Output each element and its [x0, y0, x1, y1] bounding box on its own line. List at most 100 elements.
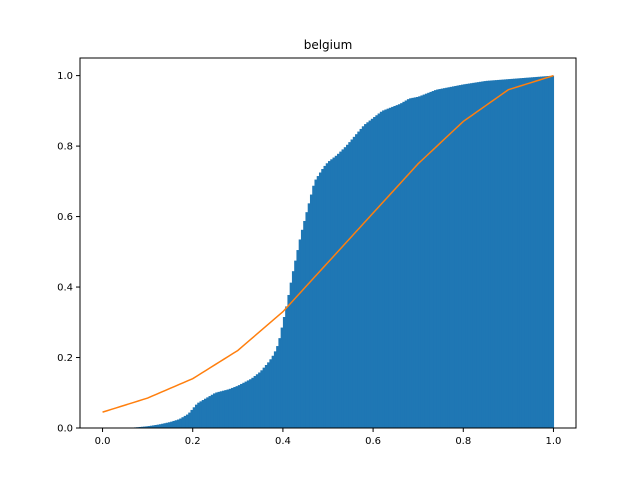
histogram-bar	[249, 379, 252, 428]
histogram-bar	[181, 417, 185, 428]
histogram-bar	[350, 139, 354, 429]
histogram-bar	[512, 78, 516, 428]
histogram-bar	[506, 79, 509, 428]
histogram-bar	[377, 113, 381, 428]
histogram-bar	[251, 377, 255, 428]
histogram-bar	[289, 282, 293, 428]
histogram-bar	[158, 424, 162, 428]
histogram-bar	[300, 229, 304, 428]
y-tick-label: 1.0	[57, 71, 73, 82]
histogram-bar	[222, 390, 225, 428]
histogram-bar	[255, 374, 259, 428]
histogram-bar	[276, 346, 279, 428]
histogram-bar	[273, 351, 277, 428]
histogram-bar	[370, 118, 374, 428]
histogram-bar	[323, 165, 327, 429]
histogram-bar	[334, 155, 338, 429]
histogram-bar	[190, 409, 194, 428]
y-tick-label: 0.4	[57, 283, 73, 294]
fitted-curve-line	[102, 74, 554, 413]
histogram-bar	[188, 412, 192, 428]
histogram-bar	[501, 79, 505, 428]
histogram-bar	[409, 98, 413, 429]
histogram-bar	[199, 401, 203, 428]
chart-title: belgium	[304, 38, 353, 52]
histogram-bar	[497, 79, 500, 428]
histogram-bar	[393, 106, 397, 428]
histogram-bar	[546, 76, 550, 428]
histogram-bar	[530, 77, 534, 428]
histogram-bar	[298, 239, 302, 428]
histogram-bar	[260, 370, 264, 428]
histogram-bar	[481, 81, 485, 429]
histogram-bar	[147, 426, 151, 428]
histogram-bar	[440, 88, 444, 429]
histogram-bar	[309, 194, 313, 428]
histogram-bar	[330, 159, 334, 428]
histogram-bar	[242, 382, 246, 428]
y-tick-label: 0.0	[57, 424, 73, 435]
histogram-bar	[176, 419, 180, 428]
histogram-bar	[368, 120, 372, 429]
histogram-bar	[492, 80, 496, 428]
histogram-bar	[305, 212, 309, 428]
histogram-bar	[332, 157, 336, 429]
histogram-bar	[285, 306, 289, 428]
histogram-bar	[233, 387, 237, 428]
y-tick-label: 0.6	[57, 212, 73, 223]
histogram-bar	[167, 422, 171, 428]
histogram-series	[125, 75, 555, 429]
histogram-bar	[291, 271, 295, 428]
histogram-bar	[321, 169, 325, 428]
histogram-bar	[526, 77, 530, 429]
histogram-bar	[472, 82, 476, 428]
histogram-bar	[210, 394, 214, 428]
x-tick-label: 1.0	[546, 436, 562, 447]
histogram-bar	[201, 400, 205, 428]
histogram-bar	[503, 79, 507, 428]
y-axis: 0.0 0.2 0.4 0.6 0.8 1.0	[57, 71, 80, 435]
x-tick-label: 0.4	[275, 436, 291, 447]
histogram-bar	[400, 103, 403, 429]
histogram-bar	[156, 424, 160, 428]
histogram-bar	[341, 149, 345, 428]
histogram-bar	[458, 85, 462, 428]
histogram-bar	[287, 294, 291, 428]
histogram-bar	[429, 91, 433, 429]
histogram-bar	[282, 317, 286, 428]
histogram-bar	[140, 426, 144, 428]
histogram-bar	[364, 124, 367, 428]
histogram-bar	[445, 87, 449, 428]
histogram-bar	[280, 327, 284, 428]
histogram-bar	[269, 359, 273, 428]
histogram-bar	[406, 99, 410, 429]
x-tick-label: 0.6	[365, 436, 381, 447]
histogram-bar	[312, 185, 316, 428]
histogram-bar	[264, 365, 268, 428]
histogram-bar	[535, 76, 539, 428]
histogram-bar	[240, 383, 243, 428]
histogram-bar	[373, 117, 376, 429]
histogram-bar	[271, 355, 275, 428]
histogram-bar	[278, 338, 282, 428]
histogram-bar	[208, 396, 212, 428]
histogram-bar	[343, 147, 347, 428]
histogram-bar	[143, 426, 146, 428]
histogram-bar	[411, 97, 415, 429]
y-tick-label: 0.2	[57, 353, 73, 364]
histogram-bar	[138, 426, 142, 428]
histogram-bar	[316, 176, 320, 428]
histogram-bar	[253, 376, 257, 428]
histogram-bar	[262, 367, 266, 428]
histogram-bar	[463, 84, 467, 428]
histogram-bar	[197, 402, 201, 428]
histogram-bar	[328, 161, 331, 428]
histogram-bar	[294, 260, 298, 428]
histogram-bar	[402, 101, 406, 428]
histogram-bar	[456, 85, 460, 428]
histogram-bar	[357, 131, 361, 428]
histogram-bar	[237, 385, 241, 428]
plot-frame	[79, 57, 577, 429]
histogram-bar	[397, 104, 401, 428]
histogram-bar	[307, 203, 311, 428]
